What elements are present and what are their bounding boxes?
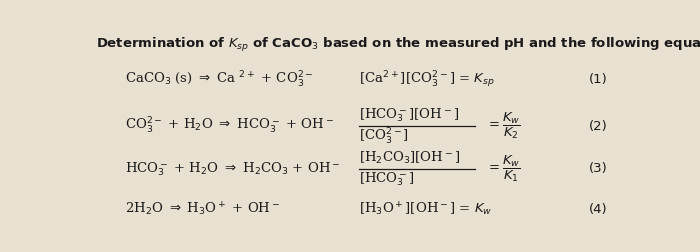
Text: 2H$_2$O $\Rightarrow$ H$_3$O$^+$ + OH$^-$: 2H$_2$O $\Rightarrow$ H$_3$O$^+$ + OH$^-… bbox=[125, 201, 281, 218]
Text: (2): (2) bbox=[589, 120, 608, 133]
Text: (1): (1) bbox=[589, 73, 608, 86]
Text: [CO$_3^{2-}$]: [CO$_3^{2-}$] bbox=[358, 127, 409, 147]
Text: Determination of $K_{sp}$ of CaCO$_3$ based on the measured pH and the following: Determination of $K_{sp}$ of CaCO$_3$ ba… bbox=[96, 36, 700, 54]
Text: [Ca$^{2+}$][CO$_3^{2-}$] = $K_{sp}$: [Ca$^{2+}$][CO$_3^{2-}$] = $K_{sp}$ bbox=[358, 69, 494, 90]
Text: (3): (3) bbox=[589, 163, 608, 175]
Text: $= \dfrac{K_w}{K_1}$: $= \dfrac{K_w}{K_1}$ bbox=[486, 154, 521, 184]
Text: [HCO$_3^-$][OH$^-$]: [HCO$_3^-$][OH$^-$] bbox=[358, 107, 459, 124]
Text: [H$_3$O$^+$][OH$^-$] = $K_w$: [H$_3$O$^+$][OH$^-$] = $K_w$ bbox=[358, 201, 492, 218]
Text: $= \dfrac{K_w}{K_2}$: $= \dfrac{K_w}{K_2}$ bbox=[486, 111, 521, 141]
Text: CO$_3^{2-}$ + H$_2$O $\Rightarrow$ HCO$_3^-$ + OH$^-$: CO$_3^{2-}$ + H$_2$O $\Rightarrow$ HCO$_… bbox=[125, 116, 335, 136]
Text: (4): (4) bbox=[589, 203, 608, 216]
Text: HCO$_3^-$ + H$_2$O $\Rightarrow$ H$_2$CO$_3$ + OH$^-$: HCO$_3^-$ + H$_2$O $\Rightarrow$ H$_2$CO… bbox=[125, 160, 341, 178]
Text: [H$_2$CO$_3$][OH$^-$]: [H$_2$CO$_3$][OH$^-$] bbox=[358, 150, 460, 166]
Text: [HCO$_3^-$]: [HCO$_3^-$] bbox=[358, 171, 414, 188]
Text: CaCO$_3$ (s) $\Rightarrow$ Ca $^{2+}$ + CO$_3^{2-}$: CaCO$_3$ (s) $\Rightarrow$ Ca $^{2+}$ + … bbox=[125, 70, 314, 90]
